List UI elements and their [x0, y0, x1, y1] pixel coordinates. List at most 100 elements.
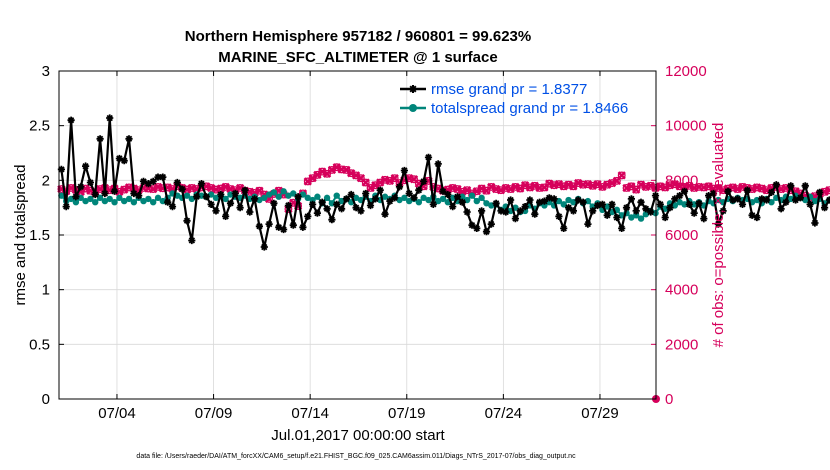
rmse-point	[555, 212, 563, 220]
rmse-point	[487, 220, 495, 228]
obs-evaluated-point	[661, 183, 670, 192]
rmse-point	[197, 180, 206, 188]
rmse-point	[526, 196, 534, 204]
rmse-point	[376, 186, 384, 194]
rmse-point	[386, 197, 394, 205]
rmse-point	[453, 193, 462, 201]
rmse-point	[110, 187, 119, 195]
rmse-point	[497, 207, 505, 215]
totalspread-point	[285, 192, 292, 199]
rmse-point	[763, 196, 771, 204]
totalspread-point	[628, 214, 635, 221]
rmse-point	[139, 177, 148, 185]
totalspread-point	[149, 199, 157, 206]
totalspread-point	[101, 197, 109, 205]
rmse-point	[130, 189, 138, 198]
obs-evaluated-point	[733, 184, 742, 194]
totalspread-point	[106, 195, 113, 203]
rmse-point	[705, 192, 713, 200]
rmse-point	[473, 224, 481, 232]
x-tick-label: 07/24	[485, 405, 523, 422]
rmse-point	[801, 182, 809, 190]
obs-evaluated-point	[477, 184, 486, 193]
totalspread-point	[222, 195, 229, 203]
totalspread-point	[290, 190, 297, 197]
rmse-point	[318, 198, 326, 206]
rmse-point	[821, 204, 829, 212]
rmse-point	[545, 194, 553, 202]
rmse-point	[101, 189, 109, 198]
rmse-point	[758, 195, 766, 203]
rmse-point	[676, 192, 684, 200]
rmse-point	[449, 203, 457, 211]
rmse-point	[284, 201, 292, 210]
rmse-point	[729, 196, 737, 204]
rmse-point	[772, 181, 780, 189]
obs-possible-point	[361, 178, 370, 187]
x-tick-label: 07/09	[195, 405, 233, 422]
rmse-point	[207, 200, 215, 208]
rmse-point	[429, 200, 437, 208]
rmse-point	[724, 187, 732, 195]
totalspread-point	[145, 195, 152, 203]
rmse-point	[666, 204, 674, 212]
obs-evaluated-point	[554, 180, 564, 189]
rmse-point	[366, 201, 375, 210]
rmse-point	[323, 205, 331, 213]
rmse-point	[738, 200, 747, 208]
rmse-point	[468, 221, 476, 229]
rmse-point	[188, 236, 196, 245]
rmse-point	[565, 204, 573, 212]
totalspread-point	[676, 199, 683, 206]
legend-label-rmse: rmse grand pr = 1.8377	[431, 81, 587, 98]
obs-evaluated-point	[714, 183, 723, 193]
rmse-point	[173, 178, 181, 187]
totalspread-point	[280, 188, 287, 195]
y-tick-label: 2	[42, 172, 50, 189]
totalspread-point	[439, 195, 447, 203]
obs-evaluated-point	[520, 181, 530, 190]
totalspread-point	[265, 191, 273, 198]
obs-evaluated-point	[376, 178, 385, 187]
x-tick-label: 07/29	[581, 405, 619, 422]
rmse-point	[753, 213, 761, 222]
series-rmse	[57, 114, 830, 251]
rmse-point	[579, 198, 587, 206]
totalspread-point	[130, 199, 138, 206]
rmse-point	[260, 243, 268, 251]
rmse-point	[381, 210, 389, 218]
obs-possible-point	[632, 185, 641, 194]
obs-evaluated-point	[318, 167, 327, 176]
rmse-point	[748, 211, 756, 219]
rmse-point	[685, 200, 693, 208]
rmse-point	[598, 200, 606, 208]
rmse-point	[637, 198, 645, 206]
obs-evaluated-point	[704, 182, 713, 191]
rmse-point	[304, 212, 312, 220]
rmse-point	[603, 211, 611, 219]
obs-evaluated-point	[453, 184, 462, 194]
x-tick-label: 07/14	[291, 405, 329, 422]
totalspread-point	[468, 192, 476, 199]
x-tick-label: 07/04	[98, 405, 136, 422]
rmse-point	[613, 213, 621, 222]
rmse-point	[540, 197, 548, 205]
footnote: data file: /Users/raeder/DAI/ATM_forcXX/…	[136, 453, 576, 460]
totalspread-point	[352, 194, 360, 202]
rmse-point	[347, 190, 355, 199]
rmse-point	[265, 220, 273, 228]
y2-tick-label: 6000	[665, 227, 698, 244]
legend-label-spread: totalspread grand pr = 1.8466	[431, 100, 628, 117]
totalspread-point	[314, 193, 321, 200]
rmse-point	[482, 228, 491, 236]
rmse-point	[424, 153, 433, 161]
obs-possible-point	[617, 171, 626, 180]
rmse-point	[299, 223, 307, 231]
totalspread-point	[328, 200, 336, 207]
rmse-point	[280, 225, 288, 234]
obs-evaluated-point	[825, 186, 830, 195]
y2-tick-label: 4000	[665, 282, 698, 299]
rmse-point	[777, 205, 785, 213]
rmse-point	[695, 199, 703, 207]
obs-evaluated-point	[636, 180, 646, 189]
